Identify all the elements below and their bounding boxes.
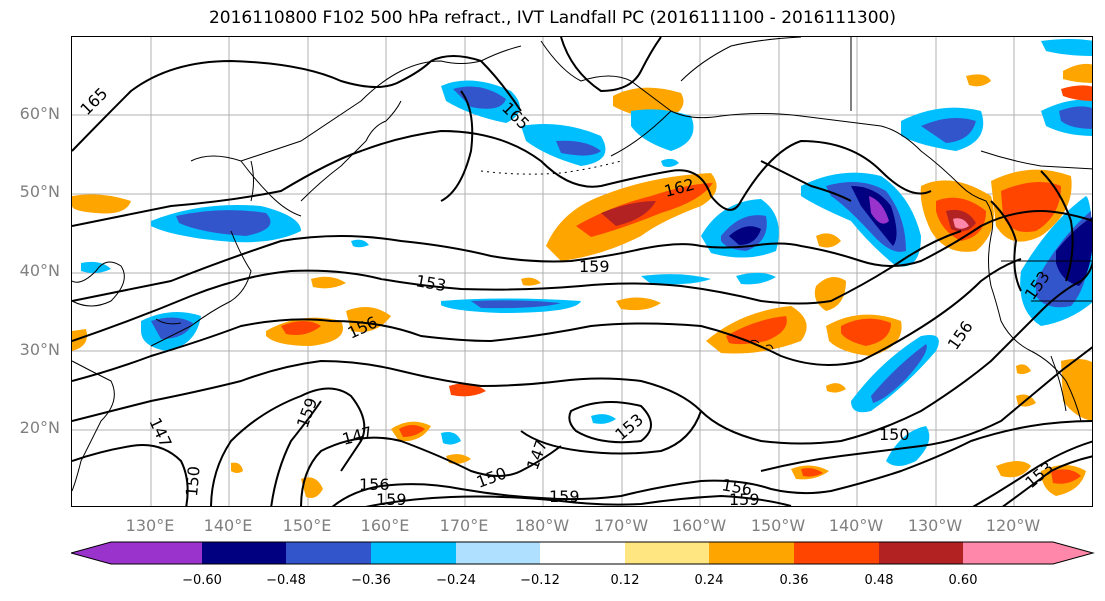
lon-label-150w: 150°W [750,516,806,535]
lon-label-120w: 120°W [985,516,1041,535]
colorbar-tick: −0.24 [436,573,476,588]
colorbar-segment [202,542,286,564]
colorbar-outline [71,541,1095,565]
colorbar-segment [879,542,963,564]
lat-label-40n: 40°N [19,261,60,280]
lon-label-150e: 150°E [282,516,332,535]
colorbar-segment [963,542,1093,564]
colorbar-segment [794,542,879,564]
map-canvas: 165 165 162 159 153 156 153 156 159 147 … [72,37,1092,507]
map-title: 2016110800 F102 500 hPa refract., IVT La… [208,8,896,28]
colorbar-segment [540,542,625,564]
colorbar-tick: −0.36 [351,573,391,588]
colorbar-tick: −0.60 [182,573,222,588]
lon-label-140e: 140°E [203,516,253,535]
colorbar-segment [456,542,540,564]
colorbar-segment [709,542,794,564]
contour-label: 147 [340,423,374,449]
contour-label: 150 [182,465,204,497]
contour-label: 153 [611,410,647,444]
contour-label: 156 [944,317,977,353]
map-panel: 165 165 162 159 153 156 153 156 159 147 … [71,36,1093,507]
colorbar-tick: 0.36 [779,573,809,588]
colorbar-segment [371,542,456,564]
lat-label-50n: 50°N [19,182,60,201]
lon-label-170w: 170°W [593,516,649,535]
colorbar-tick: 0.60 [948,573,978,588]
contour-label: 150 [879,425,910,444]
colorbar-segment [71,542,202,564]
contour-label: 159 [579,257,610,276]
colorbar-segment [625,542,709,564]
lon-label-130e: 130°E [125,516,175,535]
lat-label-30n: 30°N [19,340,60,359]
lon-label-180w: 180°W [514,516,570,535]
colorbar-tick: −0.12 [520,573,560,588]
contour-label: 159 [376,490,407,507]
contour-label: 156 [359,475,390,494]
refractivity-contours [72,37,1092,506]
contour-label: 153 [414,271,447,295]
colorbar-tick: −0.48 [266,573,306,588]
colorbar-segment [286,542,371,564]
colorbar-tick: 0.48 [864,573,894,588]
contour-label: 165 [76,84,111,119]
contour-label: 159 [293,395,321,430]
contour-label: 159 [549,487,580,506]
lon-label-140w: 140°W [828,516,884,535]
lat-label-20n: 20°N [19,418,60,437]
coastlines [72,37,1092,492]
colorbar-tick: 0.12 [610,573,640,588]
colorbar [71,541,1095,565]
lon-label-130w: 130°W [907,516,963,535]
contour-label: 159 [729,490,760,507]
contour-label: 150 [474,463,509,491]
colorbar-tick: 0.24 [694,573,724,588]
contour-label: 147 [523,437,551,472]
lon-label-160w: 160°W [671,516,727,535]
lat-label-60n: 60°N [19,104,60,123]
lon-label-170e: 170°E [439,516,489,535]
lon-label-160e: 160°E [360,516,410,535]
